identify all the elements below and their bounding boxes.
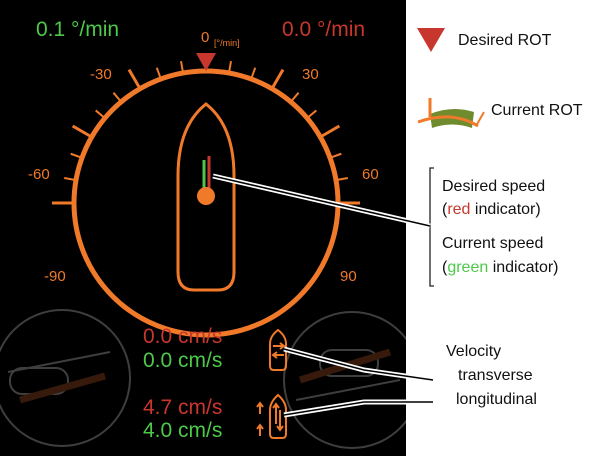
dial-label-minus-90: -90 <box>44 268 66 285</box>
ship-pivot <box>197 187 215 205</box>
legend-red-word: red <box>447 201 471 218</box>
transverse-current-speed: 0.0 cm/s <box>143 349 223 372</box>
desired-rot-value: 0.0 °/min <box>282 18 366 41</box>
dial-label-minus-30: -30 <box>90 66 112 83</box>
transverse-desired-speed: 0.0 cm/s <box>143 325 223 348</box>
current-longitudinal-arrow-icon <box>256 423 264 436</box>
longitudinal-current-speed: 4.0 cm/s <box>143 419 223 442</box>
legend-current-rot-label: Current ROT <box>491 102 583 119</box>
dial-unit-label: [°/min] <box>214 38 240 48</box>
ship-dashboard-panel: 0.1 °/min 0.0 °/min 0 [°/min] -30 30 -60… <box>0 0 406 456</box>
speed-bracket <box>429 167 434 287</box>
legend-current-rot-icon <box>417 98 485 128</box>
dial-tick <box>227 61 232 74</box>
dial-tick <box>306 109 317 119</box>
dial-tick <box>64 177 77 182</box>
legend-desired-rot-label: Desired ROT <box>458 32 552 49</box>
dial-label-plus-60: 60 <box>362 166 379 183</box>
dial-tick <box>112 92 122 103</box>
dial-tick <box>70 152 83 159</box>
legend-current-speed-line2: (green indicator) <box>442 259 559 276</box>
legend-desired-speed-line1: Desired speed <box>442 178 546 195</box>
dial-tick <box>71 124 93 139</box>
dial-label-plus-90: 90 <box>340 268 357 285</box>
dial-label-minus-60: -60 <box>28 166 50 183</box>
dial-tick <box>250 67 257 80</box>
longitudinal-desired-speed: 4.7 cm/s <box>143 396 223 419</box>
dashboard-graphics <box>0 53 406 449</box>
desired-rot-marker <box>196 53 216 71</box>
dial-tick <box>180 61 185 74</box>
dial-label-zero: 0 <box>201 29 210 46</box>
legend-velocity-title: Velocity <box>446 343 502 360</box>
dial-tick <box>329 152 342 159</box>
left-thruster-faded <box>0 309 131 447</box>
ship-outline <box>176 102 236 292</box>
current-rot-value: 0.1 °/min <box>36 18 120 41</box>
legend-longitudinal-label: longitudinal <box>456 391 537 408</box>
dial-tick <box>290 92 300 103</box>
dial-tick <box>319 124 341 139</box>
desired-longitudinal-arrow-icon <box>256 401 264 414</box>
legend-green-word: green <box>447 259 489 276</box>
dial-tick <box>155 67 162 80</box>
dial-label-plus-30: 30 <box>302 66 319 83</box>
legend-current-speed-line1: Current speed <box>442 235 544 252</box>
legend-desired-rot-icon <box>417 28 445 52</box>
legend-transverse-label: transverse <box>458 367 533 384</box>
legend-desired-speed-line2: (red indicator) <box>442 201 541 218</box>
dial-tick <box>127 68 142 90</box>
dial-tick <box>270 68 285 90</box>
dial-tick <box>95 109 106 119</box>
right-thruster-faded <box>283 311 406 449</box>
longitudinal-velocity-icon <box>269 393 287 439</box>
transverse-velocity-icon <box>269 328 287 371</box>
